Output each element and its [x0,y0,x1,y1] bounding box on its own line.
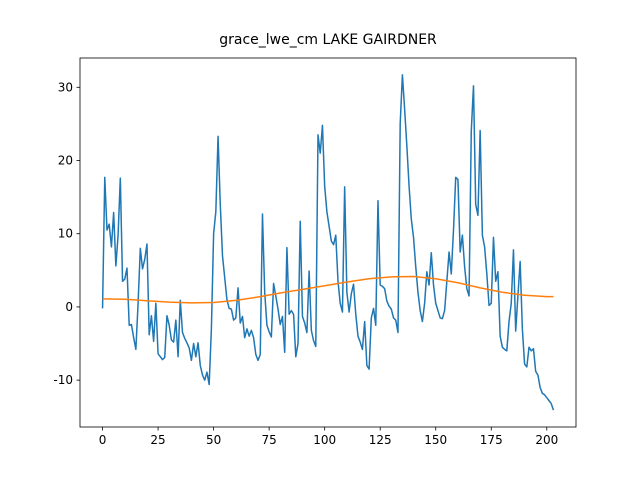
x-tick-label: 25 [150,433,165,447]
x-tick-label: 200 [535,433,558,447]
x-tick-label: 75 [261,433,276,447]
x-tick-label: 175 [480,433,503,447]
x-tick-label: 125 [369,433,392,447]
series-line [101,74,555,411]
y-tick-label: -10 [53,373,73,387]
plot-frame [79,57,577,428]
series-line [102,275,554,304]
y-tick-label: 10 [58,227,73,241]
y-tick-label: 20 [58,154,73,168]
chart-title: grace_lwe_cm LAKE GAIRDNER [219,32,437,48]
y-tick-label: 30 [58,80,73,94]
x-tick-label: 100 [313,433,336,447]
x-tick-label: 0 [99,433,107,447]
x-tick-label: 50 [206,433,221,447]
y-tick-label: 0 [65,300,73,314]
x-tick-label: 150 [424,433,447,447]
